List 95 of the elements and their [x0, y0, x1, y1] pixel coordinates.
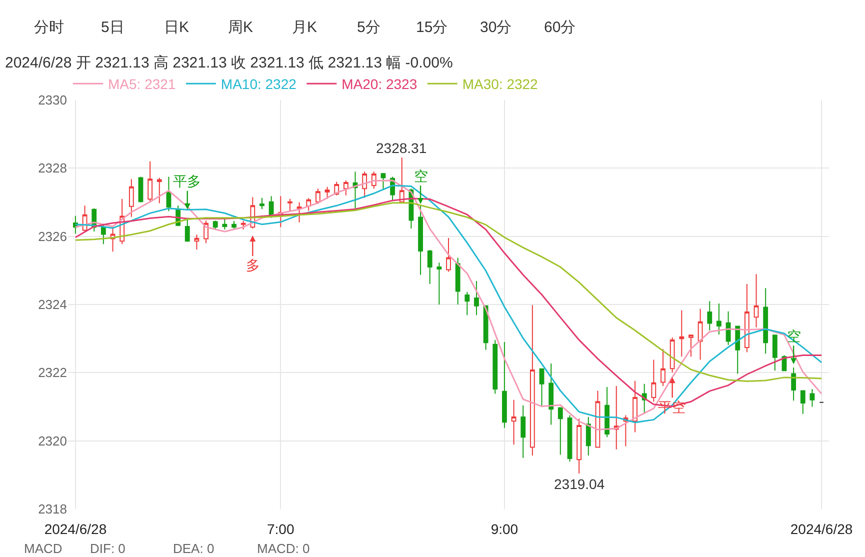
text: DIF: 0: [90, 541, 126, 556]
text: DEA: 0: [173, 541, 214, 556]
y-tick-label: 2322: [38, 365, 67, 380]
candlestick: [194, 234, 200, 250]
candlestick: [614, 385, 619, 450]
candlestick: [716, 302, 722, 335]
candlestick: [576, 418, 582, 474]
candlestick: [763, 288, 768, 354]
candlestick: [315, 188, 320, 204]
legend-label: MA10: 2322: [220, 76, 297, 92]
candlestick: [632, 380, 638, 433]
candlestick: [772, 334, 778, 372]
candlestick: [212, 220, 218, 230]
candlestick: [502, 341, 507, 428]
text: 日K: [164, 19, 190, 36]
candlestick: [184, 217, 190, 242]
candlestick: [288, 198, 292, 212]
candlestick: [296, 202, 302, 223]
candlestick: [698, 308, 703, 360]
text: 60分: [544, 19, 576, 36]
candlestick: [754, 274, 759, 328]
y-tick-label: 2318: [38, 502, 67, 517]
annotation: 2328.31: [376, 140, 427, 156]
candlestick: [455, 257, 460, 305]
candlestick: [343, 180, 348, 196]
x-tick-label: 2024/6/28: [790, 521, 853, 537]
candlestick: [548, 362, 554, 426]
text: MACD: 0: [257, 541, 310, 556]
legend-label: MA5: 2321: [108, 76, 176, 92]
candlestick: [726, 310, 731, 346]
annotation: 平多: [173, 173, 201, 189]
text: 5日: [101, 19, 124, 36]
candlestick: [679, 310, 684, 358]
annotation: 空: [787, 328, 801, 344]
candlestick: [483, 305, 488, 350]
candlestick: [222, 218, 228, 230]
chart-title: 2024/6/28 开 2321.13 高 2321.13 收 2321.13 低 2321.13 幅 -0.00%: [5, 54, 453, 72]
candlestick: [530, 304, 535, 456]
candlestick: [707, 300, 712, 331]
candlestick: [586, 416, 591, 456]
text: 30分: [480, 19, 512, 36]
candlestick: [427, 249, 432, 285]
candlestick: [744, 284, 750, 353]
candlestick: [558, 407, 563, 456]
annotation: 多: [246, 257, 260, 273]
candlestick: [539, 368, 544, 407]
candlestick: [399, 157, 404, 203]
candlestick: [688, 334, 694, 358]
text: 周K: [228, 19, 254, 36]
candlestick: [166, 176, 172, 212]
candlestick: [474, 280, 479, 316]
candlestick: [156, 177, 162, 204]
legend-label: MA20: 2323: [342, 76, 418, 92]
text: 月K: [292, 19, 318, 36]
candlestick: [800, 390, 806, 414]
candlestick: [492, 339, 498, 394]
candlestick: [380, 172, 386, 190]
candlestick: [567, 414, 572, 462]
annotation: 空: [414, 168, 428, 184]
y-tick-label: 2324: [38, 297, 67, 312]
candlestick: [240, 220, 246, 230]
y-tick-label: 2326: [38, 228, 67, 244]
candlestick: [670, 337, 675, 374]
candlestick: [138, 176, 144, 203]
x-tick-label: 7:00: [267, 521, 294, 537]
candlestick: [148, 160, 153, 202]
candlestick: [511, 399, 516, 446]
candlestick: [306, 198, 312, 212]
legend-label: MA30: 2322: [462, 76, 538, 92]
candlestick: [232, 220, 236, 230]
x-tick-label: 2024/6/28: [44, 521, 107, 537]
candlestick: [418, 205, 423, 276]
y-tick-label: 2320: [38, 433, 67, 448]
candlestick: [520, 404, 526, 458]
x-tick-label: 9:00: [490, 521, 518, 537]
candlestick: [810, 388, 815, 408]
candlestick: [324, 186, 330, 200]
candlestick: [352, 171, 358, 211]
candlestick: [791, 367, 796, 402]
candlestick: [446, 238, 451, 272]
text: 分时: [34, 19, 64, 36]
candlestick: [436, 262, 442, 305]
text: 5分: [357, 19, 380, 36]
candlestick: [604, 386, 610, 438]
y-tick-label: 2330: [38, 92, 67, 108]
text: MACD: [24, 541, 62, 556]
candlestick: [128, 178, 134, 218]
candlestick: [100, 224, 106, 245]
candlestick: [660, 348, 666, 386]
candlestick: [260, 197, 264, 210]
y-tick-label: 2328: [38, 160, 67, 176]
candlestick: [651, 359, 656, 402]
text: 15分: [416, 19, 448, 36]
annotation: 2319.04: [554, 476, 605, 492]
candlestick: [464, 291, 470, 316]
